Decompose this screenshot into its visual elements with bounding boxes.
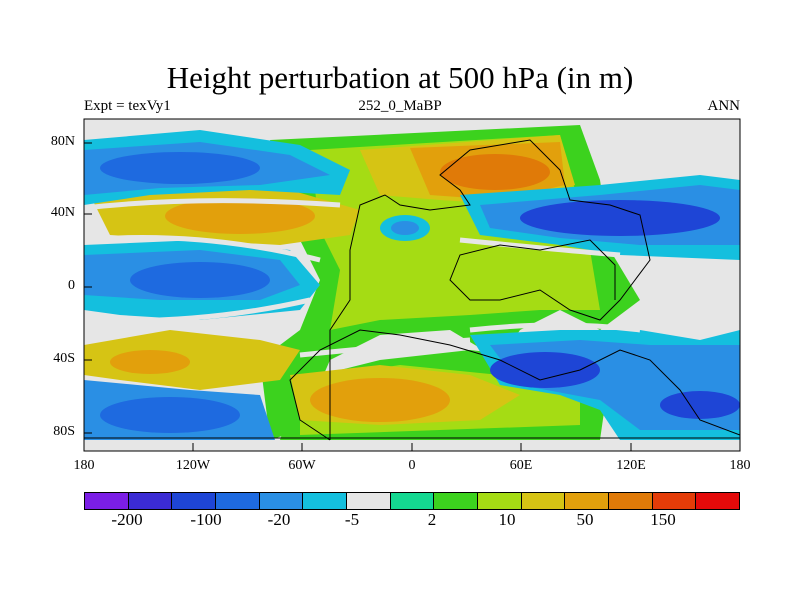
colorbar-swatch <box>696 493 740 509</box>
continent-outline <box>84 139 740 441</box>
lon-label: 180 <box>729 458 751 473</box>
contour-orange-west <box>165 198 315 234</box>
colorbar-swatch <box>216 493 260 509</box>
lon-label: 60E <box>509 458 533 473</box>
contour-darkblue-nw <box>100 152 260 184</box>
colorbar-swatch <box>521 493 566 509</box>
colorbar-swatch <box>259 493 304 509</box>
colorbar-label: -200 <box>111 510 143 529</box>
colorbar-swatch <box>434 493 479 509</box>
colorbar-swatch <box>652 493 697 509</box>
colorbar-swatch <box>303 493 348 509</box>
season-label: ANN <box>707 98 741 114</box>
lon-label: 120W <box>175 458 211 473</box>
time-label: 252_0_MaBP <box>358 98 442 114</box>
colorbar-label: -5 <box>344 510 360 529</box>
colorbar-label: -100 <box>190 510 222 529</box>
colorbar-swatch <box>172 493 217 509</box>
contour-darkorange-north <box>440 154 550 190</box>
colorbar-label: 2 <box>427 510 437 529</box>
colorbar <box>84 492 740 510</box>
contour-darkblue-w <box>130 262 270 298</box>
lat-label: 40S <box>53 351 75 366</box>
contour-orange-sw <box>110 350 190 374</box>
experiment-label: Expt = texVy1 <box>84 98 171 114</box>
colorbar-swatch <box>565 493 610 509</box>
lon-label: 180 <box>73 458 95 473</box>
colorbar-swatch <box>478 493 522 509</box>
contour-darkblue-se <box>490 352 600 388</box>
colorbar-swatch <box>85 493 129 509</box>
colorbar-label: 50 <box>576 510 594 529</box>
axis-ticks <box>83 142 741 451</box>
contour-ring-inner <box>391 221 419 235</box>
colorbar-label: -20 <box>267 510 291 529</box>
colorbar-label: 150 <box>650 510 676 529</box>
colorbar-swatch <box>390 493 435 509</box>
contour-yellow-sw <box>84 330 300 390</box>
colorbar-swatch <box>347 493 391 509</box>
contour-orange-south <box>310 378 450 422</box>
contour-darkblue-se2 <box>660 391 740 419</box>
lon-label: 60W <box>288 458 316 473</box>
contour-darkblue-sw <box>100 397 240 433</box>
zero-contours <box>84 198 641 358</box>
plot-title: Height perturbation at 500 hPa (in m) <box>166 60 634 95</box>
lat-label: 40N <box>50 205 75 220</box>
lat-label: 80S <box>53 424 75 439</box>
colorbar-label: 10 <box>498 510 516 529</box>
colorbar-swatch <box>128 493 173 509</box>
contour-darkblue-ne <box>520 200 720 236</box>
lon-label: 0 <box>408 458 416 473</box>
lat-label: 0 <box>68 278 75 293</box>
lon-label: 120E <box>616 458 646 473</box>
lat-label: 80N <box>50 134 75 149</box>
colorbar-swatch <box>609 493 653 509</box>
